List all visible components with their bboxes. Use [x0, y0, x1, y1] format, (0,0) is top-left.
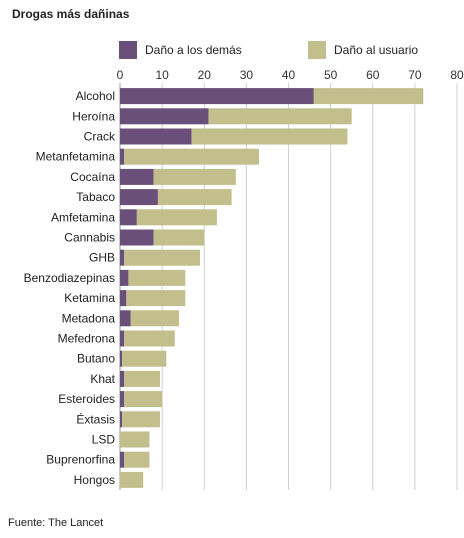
bar-butano-user: [122, 350, 167, 367]
x-tick-label-10: 10: [155, 68, 169, 82]
bar-ketamina-others: [120, 290, 127, 307]
bar-extasis-user: [122, 411, 161, 428]
bar-extasis-others: [120, 411, 123, 428]
bar-amfetamina-user: [136, 209, 217, 226]
bar-tabaco-others: [120, 189, 158, 206]
bar-alcohol-user: [313, 88, 424, 105]
category-label-buprenorfina: Buprenorfina: [46, 453, 115, 467]
category-label-esteroides: Esteroides: [58, 392, 115, 406]
bar-benzodiazepinas-user: [128, 269, 186, 286]
x-tick-label-80: 80: [450, 68, 464, 82]
category-label-ketamina: Ketamina: [64, 291, 115, 305]
legend-item-user: Daño al usuario: [308, 41, 418, 59]
legend-item-others: Daño a los demás: [119, 41, 242, 59]
bar-metanfetamina-others: [120, 148, 125, 165]
category-label-cocaina: Cocaína: [70, 170, 115, 184]
category-label-crack: Crack: [84, 130, 116, 144]
bar-metadona-user: [130, 310, 179, 327]
x-tick-label-20: 20: [198, 68, 212, 82]
bar-buprenorfina-user: [124, 451, 150, 468]
bar-khat-user: [124, 370, 161, 387]
bar-heroina-others: [120, 108, 209, 125]
legend-swatch-others: [119, 41, 137, 59]
category-label-butano: Butano: [77, 352, 115, 366]
bar-metanfetamina-user: [124, 148, 260, 165]
bar-esteroides-user: [124, 391, 163, 408]
bar-ghb-user: [124, 249, 201, 266]
source-note: Fuente: The Lancet: [8, 517, 104, 529]
bar-ghb-others: [120, 249, 125, 266]
x-tick-label-0: 0: [117, 68, 124, 82]
legend-swatch-user: [308, 41, 326, 59]
bar-alcohol-others: [120, 88, 314, 105]
bar-hongos-user: [120, 471, 144, 488]
bar-benzodiazepinas-others: [120, 269, 129, 286]
bar-cannabis-user: [153, 229, 205, 246]
category-label-metanfetamina: Metanfetamina: [36, 150, 116, 164]
category-label-amfetamina: Amfetamina: [51, 210, 115, 224]
bar-crack-others: [120, 128, 192, 145]
bar-lsd-user: [120, 431, 150, 448]
category-label-tabaco: Tabaco: [76, 190, 115, 204]
bar-cocaina-user: [153, 168, 236, 185]
bar-amfetamina-others: [120, 209, 137, 226]
category-label-heroina: Heroína: [72, 109, 115, 123]
category-label-cannabis: Cannabis: [64, 231, 115, 245]
bar-butano-others: [120, 350, 123, 367]
category-label-extasis: Éxtasis: [76, 411, 115, 426]
bar-cannabis-others: [120, 229, 154, 246]
x-tick-label-30: 30: [240, 68, 254, 82]
bar-buprenorfina-others: [120, 451, 125, 468]
bar-crack-user: [191, 128, 348, 145]
bar-mefedrona-user: [124, 330, 175, 347]
legend: Daño a los demás Daño al usuario: [0, 0, 464, 70]
chart-title: Drogas más dañinas: [12, 7, 130, 21]
category-label-metadona: Metadona: [62, 311, 116, 325]
x-tick-label-50: 50: [324, 68, 338, 82]
category-label-benzodiazepinas: Benzodiazepinas: [24, 271, 115, 285]
bar-heroina-user: [208, 108, 352, 125]
bar-mefedrona-others: [120, 330, 125, 347]
legend-label-user: Daño al usuario: [334, 43, 419, 57]
category-label-alcohol: Alcohol: [76, 89, 115, 103]
category-label-ghb: GHB: [89, 251, 115, 265]
x-tick-label-70: 70: [408, 68, 422, 82]
bar-ketamina-user: [126, 290, 186, 307]
bar-esteroides-others: [120, 391, 125, 408]
bar-cocaina-others: [120, 168, 154, 185]
x-tick-label-40: 40: [282, 68, 296, 82]
legend-label-others: Daño a los demás: [145, 43, 242, 57]
category-label-khat: Khat: [90, 372, 115, 386]
x-tick-label-60: 60: [366, 68, 380, 82]
category-label-lsd: LSD: [92, 433, 116, 447]
bar-tabaco-user: [157, 189, 232, 206]
category-label-hongos: Hongos: [74, 473, 115, 487]
bar-metadona-others: [120, 310, 131, 327]
category-label-mefedrona: Mefedrona: [58, 332, 116, 346]
bar-khat-others: [120, 370, 125, 387]
